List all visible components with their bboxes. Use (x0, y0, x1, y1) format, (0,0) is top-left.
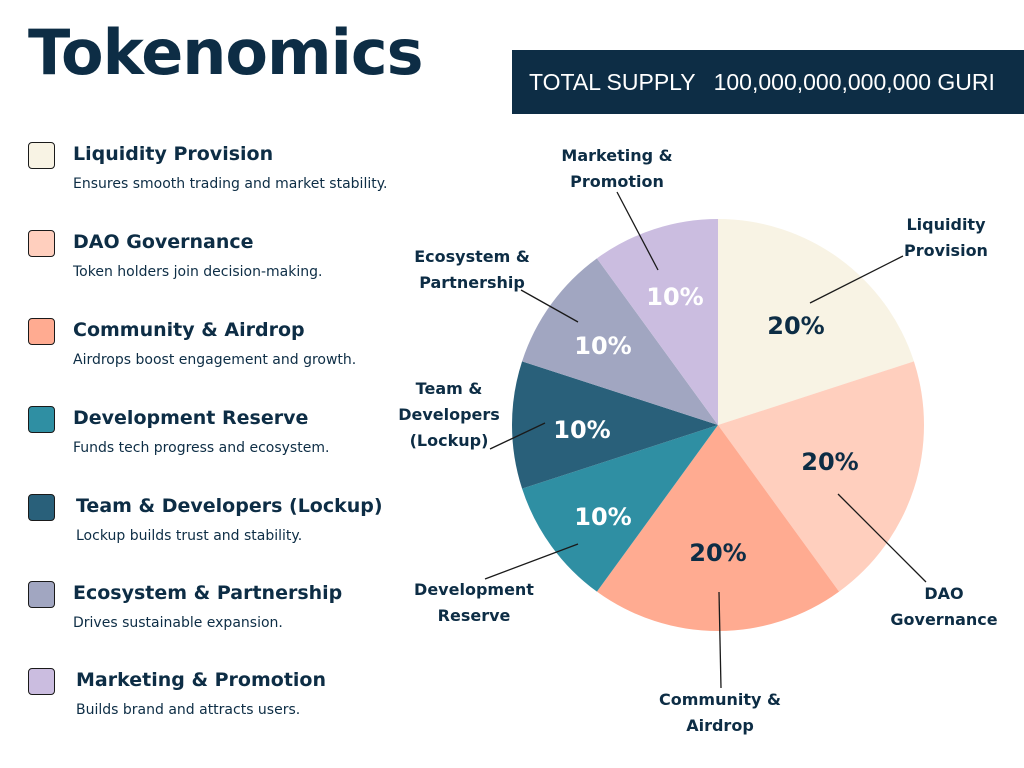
slice-category-label: Community & Airdrop (659, 690, 781, 735)
pie-slice (522, 258, 718, 425)
slice-category-label: Team & Developers (Lockup) (398, 379, 500, 450)
pie-slice (511, 361, 718, 489)
legend-name: Marketing & Promotion (76, 669, 327, 691)
legend-swatch (28, 406, 55, 433)
total-supply-value: 100,000,000,000,000 GURI (713, 68, 995, 95)
callout-leader-line (489, 422, 546, 450)
total-supply-label: TOTAL SUPPLY (529, 68, 696, 95)
legend-swatch (28, 318, 55, 345)
callout-leader-line (616, 191, 659, 271)
legend-swatch (28, 142, 55, 169)
callout-leader-line (520, 289, 579, 323)
slice-value-label: 10% (574, 503, 631, 531)
slice-category-label: Ecosystem & Partnership (414, 247, 530, 292)
pie-slice (596, 219, 718, 425)
legend-name: Liquidity Provision (73, 143, 274, 165)
pie-slice (522, 425, 718, 592)
pie-slice (718, 361, 925, 592)
slice-value-label: 10% (574, 332, 631, 360)
callout-leader-line (484, 543, 579, 580)
slice-value-label: 20% (801, 448, 858, 476)
slice-category-label: Liquidity Provision (904, 215, 988, 260)
slice-value-label: 10% (646, 283, 703, 311)
callout-leader-line (837, 493, 927, 583)
callout-leader-line (718, 591, 722, 689)
total-supply-banner: TOTAL SUPPLY 100,000,000,000,000 GURI (512, 50, 1024, 114)
legend-description: Drives sustainable expansion. (73, 615, 283, 631)
callout-leader-line (809, 255, 904, 304)
legend-name: Development Reserve (73, 407, 309, 429)
legend-name: DAO Governance (73, 231, 254, 253)
legend-swatch (28, 494, 55, 521)
page-title: Tokenomics (28, 16, 424, 89)
pie-slice (596, 425, 840, 631)
slice-category-label: Development Reserve (414, 580, 534, 625)
slice-category-label: Marketing & Promotion (561, 146, 672, 191)
legend-swatch (28, 581, 55, 608)
legend-swatch (28, 230, 55, 257)
legend-name: Team & Developers (Lockup) (76, 495, 383, 517)
slice-category-label: DAO Governance (890, 584, 997, 629)
legend-description: Builds brand and attracts users. (76, 702, 301, 718)
legend-description: Lockup builds trust and stability. (76, 528, 303, 544)
slice-value-label: 20% (689, 539, 746, 567)
legend-name: Ecosystem & Partnership (73, 582, 343, 604)
slice-value-label: 20% (767, 312, 824, 340)
legend-description: Airdrops boost engagement and growth. (73, 352, 357, 368)
legend-description: Ensures smooth trading and market stabil… (73, 176, 388, 192)
legend-name: Community & Airdrop (73, 319, 305, 341)
legend-description: Funds tech progress and ecosystem. (73, 440, 330, 456)
legend-description: Token holders join decision-making. (73, 264, 323, 280)
legend-swatch (28, 668, 55, 695)
slice-value-label: 10% (553, 416, 610, 444)
pie-slice (718, 219, 914, 425)
